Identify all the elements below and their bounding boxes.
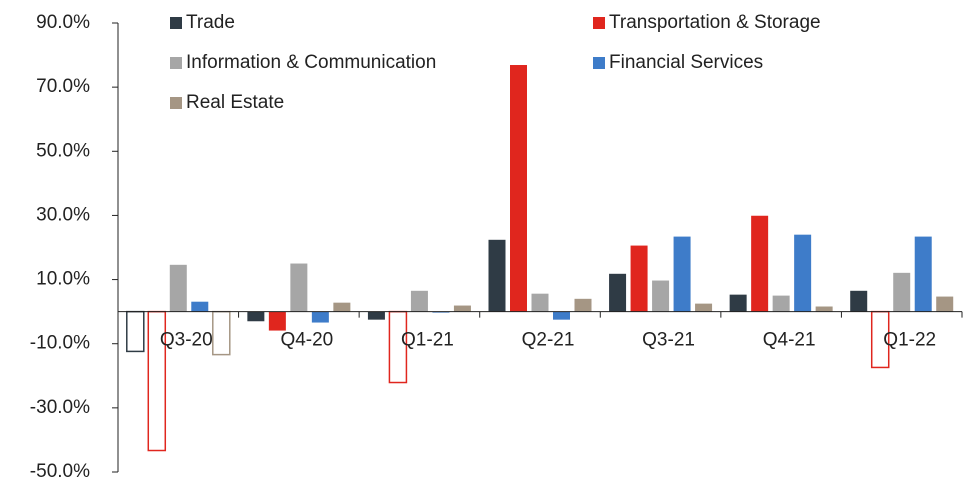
bar (268, 311, 286, 331)
bar (936, 296, 954, 312)
x-tick-label: Q1-21 (401, 330, 454, 351)
bar (751, 215, 769, 312)
bar (609, 273, 627, 312)
legend-swatch (170, 17, 182, 29)
bar (673, 236, 691, 312)
bar (652, 280, 670, 312)
x-tick-label: Q2-21 (522, 330, 575, 351)
legend-label: Transportation & Storage (609, 12, 821, 33)
legend-swatch (593, 57, 605, 69)
y-tick-label: -50.0% (30, 461, 90, 482)
legend-label: Information & Communication (186, 52, 436, 73)
bar (453, 305, 471, 312)
legend-swatch (593, 17, 605, 29)
bar (290, 263, 308, 312)
bar (191, 301, 209, 312)
bar (893, 272, 911, 312)
bar (488, 239, 506, 312)
bar (247, 311, 265, 322)
x-tick-label: Q3-20 (160, 330, 213, 351)
bar (815, 306, 833, 312)
bar (695, 303, 713, 312)
bar (531, 293, 549, 312)
x-tick-label: Q4-21 (763, 330, 816, 351)
legend-label: Real Estate (186, 92, 284, 113)
legend-swatch (170, 97, 182, 109)
bar (553, 311, 570, 320)
bar (510, 65, 527, 312)
y-tick-label: -10.0% (30, 333, 90, 354)
bar (794, 234, 812, 312)
y-tick-label: 50.0% (36, 140, 90, 161)
bar (169, 264, 187, 312)
bar (729, 294, 747, 312)
legend-swatch (170, 57, 182, 69)
bar (212, 310, 231, 356)
bar (311, 311, 329, 323)
bar (850, 290, 868, 312)
bar (410, 290, 428, 312)
bar (772, 295, 790, 312)
legend-label: Trade (186, 12, 235, 33)
bar (367, 311, 385, 320)
y-tick-label: 30.0% (36, 204, 90, 225)
x-tick-label: Q4-20 (280, 330, 333, 351)
y-tick-label: 70.0% (36, 76, 90, 97)
bar (574, 298, 592, 312)
y-tick-label: -30.0% (30, 397, 90, 418)
x-tick-label: Q3-21 (642, 330, 695, 351)
bar (914, 236, 932, 312)
y-tick-label: 10.0% (36, 269, 90, 290)
bar (630, 245, 648, 312)
legend-label: Financial Services (609, 52, 763, 73)
x-tick-label: Q1-22 (883, 330, 936, 351)
y-tick-label: 90.0% (36, 12, 90, 33)
bar (333, 302, 351, 312)
bar (126, 310, 145, 353)
